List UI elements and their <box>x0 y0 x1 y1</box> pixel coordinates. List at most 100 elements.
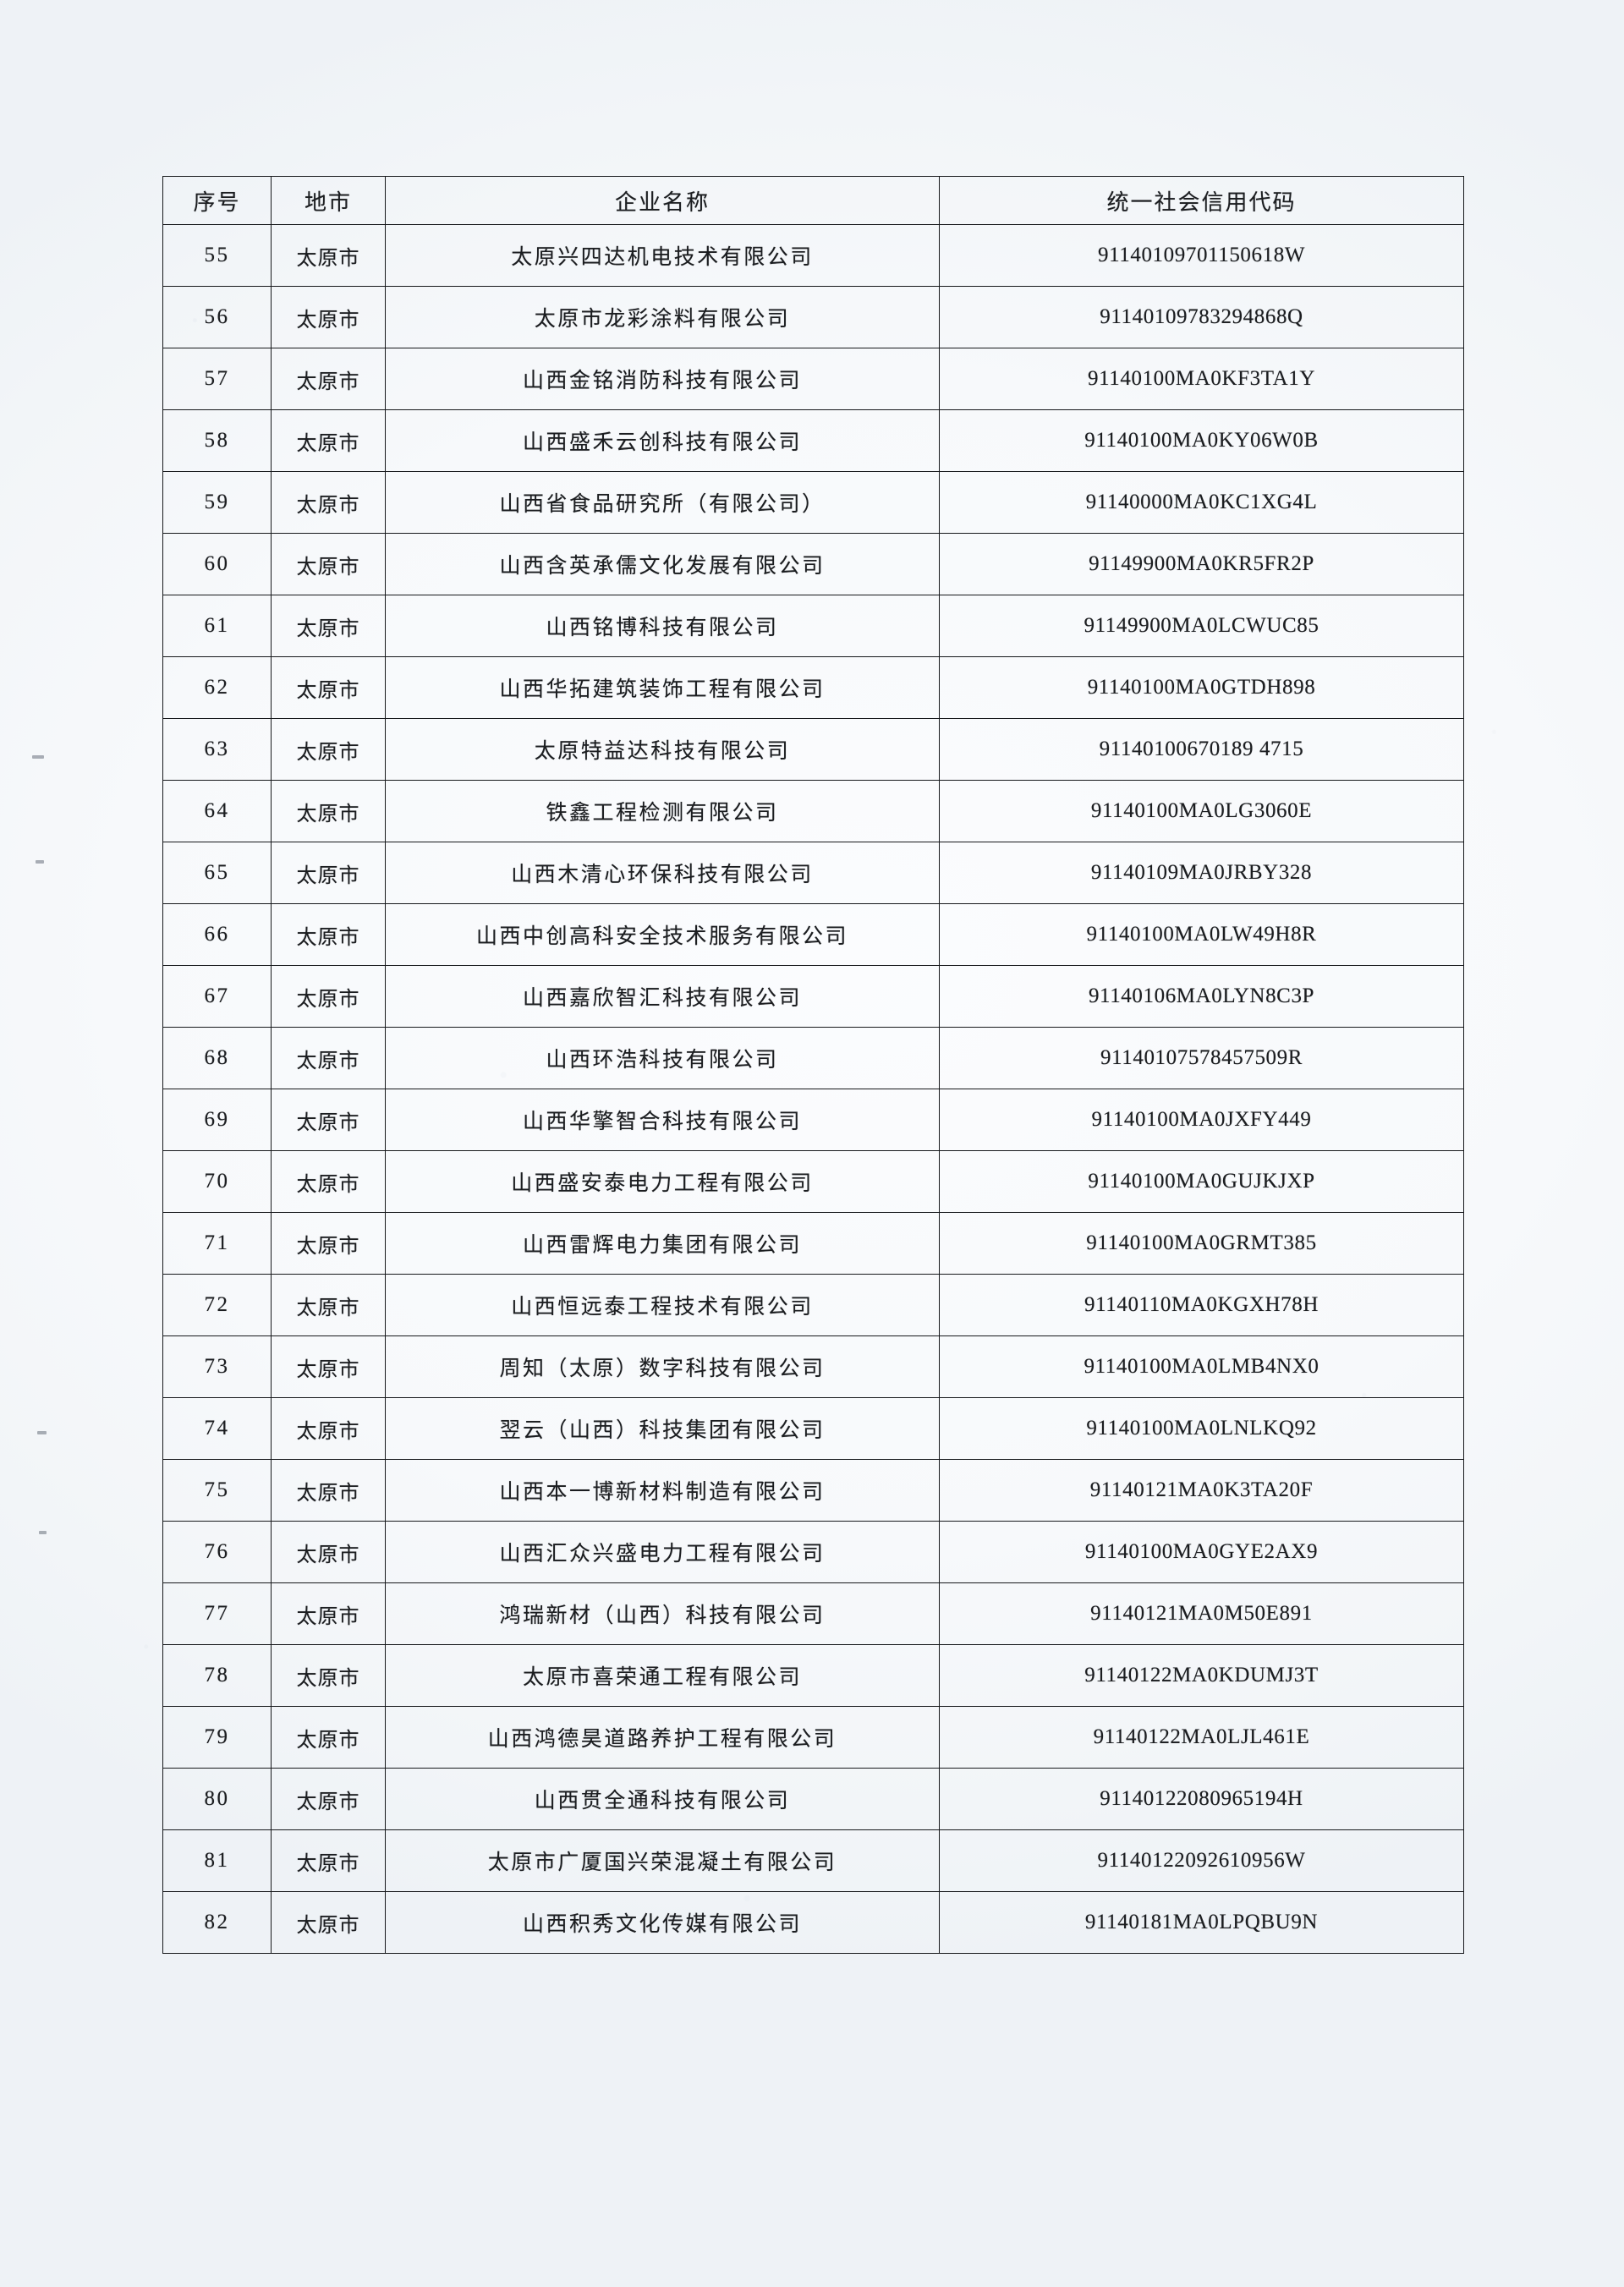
cell-city: 太原市 <box>271 1829 386 1892</box>
cell-sequence-number: 56 <box>162 286 272 348</box>
cell-sequence-number: 73 <box>162 1335 272 1398</box>
cell-credit-code: 91140100MA0LMB4NX0 <box>939 1335 1464 1398</box>
cell-credit-code: 91149900MA0KR5FR2P <box>939 533 1464 595</box>
table-row: 80 太原市 山西贯全通科技有限公司 91140122080965194H <box>162 1768 1464 1830</box>
cell-city: 太原市 <box>271 1459 386 1522</box>
cell-sequence-number: 81 <box>162 1829 272 1892</box>
column-header-city: 地市 <box>271 176 386 225</box>
cell-enterprise-name: 山西省食品研究所（有限公司） <box>385 471 940 534</box>
cell-credit-code: 91140110MA0KGXH78H <box>939 1274 1464 1336</box>
cell-city: 太原市 <box>271 533 386 595</box>
cell-sequence-number: 79 <box>162 1706 272 1769</box>
cell-credit-code: 91140181MA0LPQBU9N <box>939 1891 1464 1954</box>
table-row: 67 太原市 山西嘉欣智汇科技有限公司 91140106MA0LYN8C3P <box>162 965 1464 1028</box>
table-row: 73 太原市 周知（太原）数字科技有限公司 91140100MA0LMB4NX0 <box>162 1335 1464 1398</box>
cell-city: 太原市 <box>271 1089 386 1151</box>
table-row: 58 太原市 山西盛禾云创科技有限公司 91140100MA0KY06W0B <box>162 409 1464 472</box>
cell-city: 太原市 <box>271 471 386 534</box>
cell-city: 太原市 <box>271 1150 386 1213</box>
cell-city: 太原市 <box>271 409 386 472</box>
cell-credit-code: 91140100MA0LNLKQ92 <box>939 1397 1464 1460</box>
cell-enterprise-name: 山西盛禾云创科技有限公司 <box>385 409 940 472</box>
cell-credit-code: 91140122080965194H <box>939 1768 1464 1830</box>
cell-city: 太原市 <box>271 1582 386 1645</box>
table-row: 62 太原市 山西华拓建筑装饰工程有限公司 91140100MA0GTDH898 <box>162 656 1464 719</box>
cell-city: 太原市 <box>271 224 386 287</box>
table-row: 65 太原市 山西木清心环保科技有限公司 91140109MA0JRBY328 <box>162 842 1464 904</box>
cell-city: 太原市 <box>271 656 386 719</box>
scan-artifact-speck <box>36 860 44 864</box>
enterprise-records-table-container: 序号 地市 企业名称 统一社会信用代码 55 太原市 太原兴四达机电技术有限公司 91… <box>162 176 1464 1954</box>
table-row: 64 太原市 铁鑫工程检测有限公司 91140100MA0LG3060E <box>162 780 1464 842</box>
cell-enterprise-name: 山西中创高科安全技术服务有限公司 <box>385 903 940 966</box>
cell-credit-code: 91140109783294868Q <box>939 286 1464 348</box>
cell-city: 太原市 <box>271 1706 386 1769</box>
cell-city: 太原市 <box>271 1891 386 1954</box>
cell-city: 太原市 <box>271 1768 386 1830</box>
cell-credit-code: 91140100MA0KY06W0B <box>939 409 1464 472</box>
table-row: 78 太原市 太原市喜荣通工程有限公司 91140122MA0KDUMJ3T <box>162 1644 1464 1707</box>
table-row: 75 太原市 山西本一博新材料制造有限公司 91140121MA0K3TA20F <box>162 1459 1464 1522</box>
cell-sequence-number: 57 <box>162 348 272 410</box>
cell-sequence-number: 78 <box>162 1644 272 1707</box>
table-row: 60 太原市 山西含英承儒文化发展有限公司 91149900MA0KR5FR2P <box>162 533 1464 595</box>
cell-credit-code: 91140109MA0JRBY328 <box>939 842 1464 904</box>
cell-sequence-number: 76 <box>162 1521 272 1583</box>
cell-credit-code: 91140100MA0GTDH898 <box>939 656 1464 719</box>
cell-credit-code: 91140100MA0GRMT385 <box>939 1212 1464 1275</box>
table-row: 66 太原市 山西中创高科安全技术服务有限公司 91140100MA0LW49H8R <box>162 903 1464 966</box>
table-row: 68 太原市 山西环浩科技有限公司 91140107578457509R <box>162 1027 1464 1089</box>
cell-enterprise-name: 山西金铭消防科技有限公司 <box>385 348 940 410</box>
cell-enterprise-name: 山西贯全通科技有限公司 <box>385 1768 940 1830</box>
cell-enterprise-name: 太原市龙彩涂料有限公司 <box>385 286 940 348</box>
cell-sequence-number: 72 <box>162 1274 272 1336</box>
table-header: 序号 地市 企业名称 统一社会信用代码 <box>162 176 1464 225</box>
cell-credit-code: 91140106MA0LYN8C3P <box>939 965 1464 1028</box>
cell-sequence-number: 74 <box>162 1397 272 1460</box>
cell-city: 太原市 <box>271 1274 386 1336</box>
table-row: 81 太原市 太原市广厦国兴荣混凝土有限公司 91140122092610956W <box>162 1829 1464 1892</box>
cell-enterprise-name: 太原特益达科技有限公司 <box>385 718 940 781</box>
cell-city: 太原市 <box>271 1335 386 1398</box>
cell-sequence-number: 58 <box>162 409 272 472</box>
cell-enterprise-name: 山西嘉欣智汇科技有限公司 <box>385 965 940 1028</box>
cell-sequence-number: 61 <box>162 595 272 657</box>
cell-enterprise-name: 山西含英承儒文化发展有限公司 <box>385 533 940 595</box>
cell-enterprise-name: 山西华拓建筑装饰工程有限公司 <box>385 656 940 719</box>
cell-sequence-number: 66 <box>162 903 272 966</box>
table-row: 72 太原市 山西恒远泰工程技术有限公司 91140110MA0KGXH78H <box>162 1274 1464 1336</box>
table-row: 55 太原市 太原兴四达机电技术有限公司 91140109701150618W <box>162 224 1464 287</box>
table-row: 77 太原市 鸿瑞新材（山西）科技有限公司 91140121MA0M50E891 <box>162 1582 1464 1645</box>
cell-credit-code: 91140100670189 4715 <box>939 718 1464 781</box>
cell-enterprise-name: 太原市喜荣通工程有限公司 <box>385 1644 940 1707</box>
cell-credit-code: 91140107578457509R <box>939 1027 1464 1089</box>
cell-enterprise-name: 山西恒远泰工程技术有限公司 <box>385 1274 940 1336</box>
table-row: 79 太原市 山西鸿德昊道路养护工程有限公司 91140122MA0LJL461E <box>162 1706 1464 1769</box>
table-row: 71 太原市 山西雷辉电力集团有限公司 91140100MA0GRMT385 <box>162 1212 1464 1275</box>
enterprise-records-table: 序号 地市 企业名称 统一社会信用代码 55 太原市 太原兴四达机电技术有限公司 91… <box>162 176 1464 1954</box>
cell-enterprise-name: 铁鑫工程检测有限公司 <box>385 780 940 842</box>
cell-enterprise-name: 鸿瑞新材（山西）科技有限公司 <box>385 1582 940 1645</box>
cell-city: 太原市 <box>271 348 386 410</box>
cell-sequence-number: 70 <box>162 1150 272 1213</box>
cell-city: 太原市 <box>271 286 386 348</box>
cell-enterprise-name: 山西环浩科技有限公司 <box>385 1027 940 1089</box>
cell-city: 太原市 <box>271 1212 386 1275</box>
cell-sequence-number: 71 <box>162 1212 272 1275</box>
cell-sequence-number: 80 <box>162 1768 272 1830</box>
table-row: 74 太原市 翌云（山西）科技集团有限公司 91140100MA0LNLKQ92 <box>162 1397 1464 1460</box>
table-row: 57 太原市 山西金铭消防科技有限公司 91140100MA0KF3TA1Y <box>162 348 1464 410</box>
cell-sequence-number: 65 <box>162 842 272 904</box>
cell-city: 太原市 <box>271 965 386 1028</box>
column-header-code: 统一社会信用代码 <box>939 176 1464 225</box>
scan-artifact-speck <box>32 755 44 759</box>
cell-sequence-number: 60 <box>162 533 272 595</box>
cell-city: 太原市 <box>271 595 386 657</box>
cell-enterprise-name: 山西积秀文化传媒有限公司 <box>385 1891 940 1954</box>
table-row: 61 太原市 山西铭博科技有限公司 91149900MA0LCWUC85 <box>162 595 1464 657</box>
cell-enterprise-name: 山西汇众兴盛电力工程有限公司 <box>385 1521 940 1583</box>
table-row: 56 太原市 太原市龙彩涂料有限公司 91140109783294868Q <box>162 286 1464 348</box>
scan-artifact-speck <box>37 1431 47 1434</box>
cell-credit-code: 91140109701150618W <box>939 224 1464 287</box>
cell-credit-code: 91140100MA0KF3TA1Y <box>939 348 1464 410</box>
